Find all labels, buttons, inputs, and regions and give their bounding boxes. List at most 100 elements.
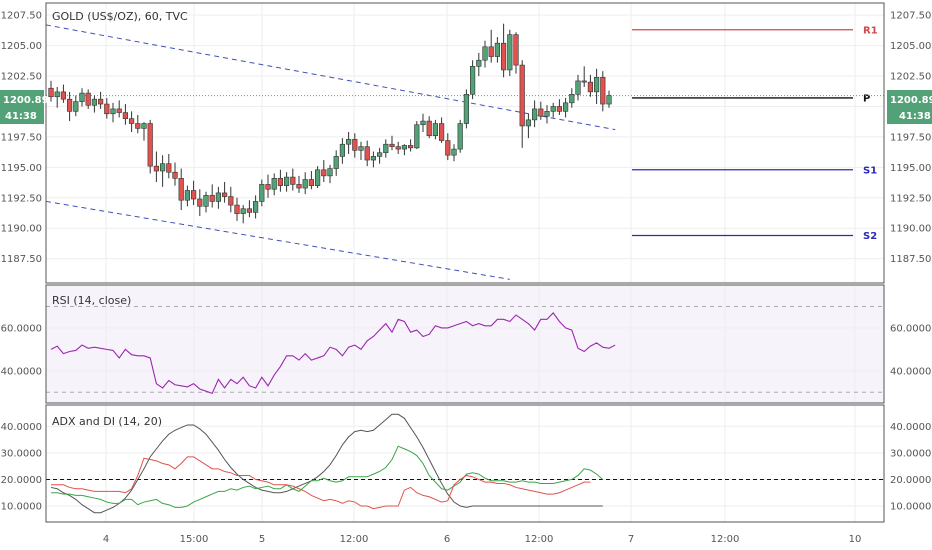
candle-down [265,184,271,190]
candle-down [234,204,240,214]
y-tick-label-right: 1207.50 [890,11,931,22]
candle-down [209,195,215,202]
candle-up [141,123,147,129]
candle-down [389,143,395,147]
adx-lines [50,413,604,514]
candle-down [246,208,253,213]
candle-down [98,98,104,105]
candle-up [333,156,339,169]
candle-up [259,184,265,202]
y-tick-label-right: 1202.50 [890,72,931,83]
candle-down [308,179,315,186]
y-tick-label-right: 20.0000 [890,475,931,486]
y-tick-label-right: 10.0000 [890,502,931,513]
candle-down [197,198,203,207]
candle-up [494,42,501,57]
candle-up [302,179,308,189]
candle-down [538,108,544,117]
candle-up [420,120,426,126]
level-label-s1: S1 [863,165,877,176]
candle-up [370,156,377,161]
candle-up [544,111,550,117]
candle-up [606,95,612,105]
level-label-s2: S2 [863,231,877,242]
trendline-dashed [45,200,510,280]
y-tick-label-left: 1205.00 [1,41,42,52]
candle-up [383,143,389,154]
level-label-p: P [863,93,870,104]
candle-up [345,139,352,145]
candle-up [79,92,85,102]
candle-up [414,124,420,149]
trendline-dashed [45,24,616,131]
candle-down [166,163,172,173]
y-tick-label-right: 1195.00 [890,163,931,174]
candle-down [395,146,401,150]
candle-up [593,76,600,93]
candle-up [569,94,575,104]
candle-up [160,163,166,172]
candle-up [358,146,364,151]
candle-up [73,101,79,112]
candle-down [600,76,606,105]
right-price-tag-value: 1200.89 [890,95,932,106]
y-tick-label-right: 40.0000 [890,422,931,433]
candle-down [438,123,445,141]
x-tick-label: 12:00 [340,534,369,545]
candle-up [203,195,209,207]
price-pane[interactable]: R1 P S1 S2 GOLD (US$/OZ), 60, TVC [45,10,884,280]
y-tick-label-right: 1192.50 [890,193,931,204]
candle-down [147,123,153,167]
candle-down [352,139,358,151]
x-tick-label: 15:00 [180,534,209,545]
candle-down [445,140,451,156]
candle-up [476,59,482,67]
axis-ticks: 4 15:00 5 12:00 6 12:00 7 12:00 10 1187.50 1187.50… [1,11,932,545]
candle-down [48,87,54,98]
candle-down [116,108,122,113]
candle-up [531,108,538,121]
right-price-tag-countdown: 41:38 [899,111,931,122]
candle-up [327,168,333,177]
candle-down [364,146,370,161]
candle-up [451,148,457,156]
candle-down [172,171,178,179]
candle-down [277,178,284,186]
candle-down [587,81,593,93]
candle-down [129,118,135,124]
candle-down [178,178,184,201]
candlesticks [48,23,612,224]
candle-up [376,152,383,157]
y-tick-label-left: 60.0000 [1,323,42,334]
y-tick-label-right: 1205.00 [890,41,931,52]
candle-down [222,192,228,197]
adx-pane[interactable]: ADX and DI (14, 20) [46,413,884,514]
candle-up [215,192,222,202]
y-tick-label-left: 30.0000 [1,448,42,459]
pane-borders [45,2,885,523]
y-tick-label-right: 1190.00 [890,224,931,235]
candle-down [407,145,414,149]
candle-up [184,190,191,201]
pivot-levels: R1 P S1 S2 [632,25,878,242]
y-tick-label-left: 10.0000 [1,502,42,513]
rsi-legend-title: RSI (14, close) [52,294,131,307]
candle-up [314,169,321,186]
candle-up [482,46,488,61]
candle-down [153,165,160,172]
x-tick-label: 10 [849,534,862,545]
candle-down [60,91,66,100]
rsi-pane[interactable]: RSI (14, close) [46,294,884,395]
rsi-pane-border [45,284,885,404]
candle-up [432,123,439,136]
candle-up [54,91,60,98]
y-tick-label-left: 20.0000 [1,475,42,486]
left-price-tag-countdown: 41:38 [5,111,37,122]
left-price-tag-value: 1200.89 [3,95,49,106]
candle-down [296,184,302,189]
rsi-background [46,285,884,403]
candle-down [67,98,73,112]
rsi-lines [50,312,616,395]
